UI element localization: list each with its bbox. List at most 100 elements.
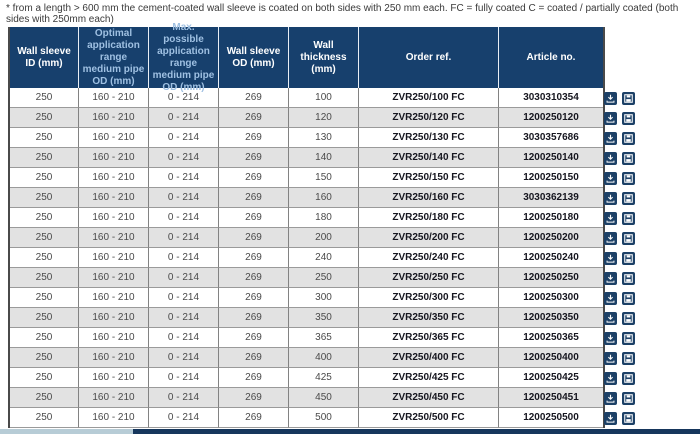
cell-order-ref: ZVR250/180 FC [359, 208, 499, 228]
cell-wall-thickness: 425 [289, 368, 359, 388]
download-button[interactable] [604, 371, 617, 385]
row-actions [604, 368, 644, 388]
cell-wall-sleeve-od: 269 [219, 388, 289, 408]
save-button[interactable] [622, 331, 635, 345]
download-icon [606, 94, 615, 103]
save-button[interactable] [622, 211, 635, 225]
download-icon [606, 374, 615, 383]
download-button[interactable] [604, 91, 617, 105]
cell-wall-thickness: 160 [289, 188, 359, 208]
table-row: 250 160 - 210 0 - 214 269 140 ZVR250/140 FC 12… [10, 148, 603, 168]
cell-wall-sleeve-id: 250 [10, 108, 79, 128]
download-button[interactable] [604, 411, 617, 425]
footnote: * from a length > 600 mm the cement-coat… [6, 3, 679, 25]
download-icon [606, 334, 615, 343]
save-button[interactable] [622, 411, 635, 425]
cell-order-ref: ZVR250/300 FC [359, 288, 499, 308]
row-actions [604, 288, 644, 308]
download-button[interactable] [604, 391, 617, 405]
save-button[interactable] [622, 191, 635, 205]
table-row: 250 160 - 210 0 - 214 269 365 ZVR250/365 FC 12… [10, 328, 603, 348]
download-button[interactable] [604, 211, 617, 225]
cell-wall-sleeve-od: 269 [219, 148, 289, 168]
scrollbar-thumb[interactable] [0, 429, 133, 434]
cell-max-possible-application-range: 0 - 214 [149, 108, 219, 128]
cell-max-possible-application-range: 0 - 214 [149, 368, 219, 388]
cell-optimal-application-range: 160 - 210 [79, 88, 149, 108]
cell-wall-thickness: 500 [289, 408, 359, 428]
cell-order-ref: ZVR250/365 FC [359, 328, 499, 348]
save-button[interactable] [622, 391, 635, 405]
cell-max-possible-application-range: 0 - 214 [149, 228, 219, 248]
save-icon [624, 333, 633, 343]
save-button[interactable] [622, 291, 635, 305]
horizontal-scrollbar[interactable] [0, 429, 700, 434]
download-button[interactable] [604, 191, 617, 205]
save-button[interactable] [622, 151, 635, 165]
save-icon [624, 133, 633, 143]
row-actions [604, 328, 644, 348]
row-actions [604, 208, 644, 228]
cell-order-ref: ZVR250/350 FC [359, 308, 499, 328]
cell-order-ref: ZVR250/140 FC [359, 148, 499, 168]
cell-wall-thickness: 180 [289, 208, 359, 228]
download-button[interactable] [604, 271, 617, 285]
cell-article-no: 3030357686 [499, 128, 603, 148]
table-row: 250 160 - 210 0 - 214 269 300 ZVR250/300 FC 12… [10, 288, 603, 308]
cell-wall-sleeve-od: 269 [219, 268, 289, 288]
cell-wall-sleeve-od: 269 [219, 248, 289, 268]
save-button[interactable] [622, 111, 635, 125]
cell-optimal-application-range: 160 - 210 [79, 288, 149, 308]
download-button[interactable] [604, 131, 617, 145]
row-actions [604, 88, 644, 108]
download-icon [606, 234, 615, 243]
cell-wall-sleeve-od: 269 [219, 368, 289, 388]
cell-article-no: 1200250250 [499, 268, 603, 288]
download-button[interactable] [604, 111, 617, 125]
row-actions [604, 148, 644, 168]
download-button[interactable] [604, 171, 617, 185]
save-button[interactable] [622, 171, 635, 185]
column-header-max-possible-application-range: Max. possible application range medium p… [149, 22, 219, 93]
download-button[interactable] [604, 231, 617, 245]
table-row: 250 160 - 210 0 - 214 269 100 ZVR250/100 FC 30… [10, 88, 603, 108]
table-row: 250 160 - 210 0 - 214 269 450 ZVR250/450 FC 12… [10, 388, 603, 408]
download-button[interactable] [604, 251, 617, 265]
row-actions [604, 348, 644, 368]
save-button[interactable] [622, 371, 635, 385]
cell-article-no: 1200250200 [499, 228, 603, 248]
cell-optimal-application-range: 160 - 210 [79, 248, 149, 268]
download-button[interactable] [604, 331, 617, 345]
cell-article-no: 1200250425 [499, 368, 603, 388]
save-button[interactable] [622, 231, 635, 245]
cell-optimal-application-range: 160 - 210 [79, 108, 149, 128]
cell-wall-sleeve-id: 250 [10, 188, 79, 208]
cell-max-possible-application-range: 0 - 214 [149, 308, 219, 328]
download-icon [606, 414, 615, 423]
cell-wall-sleeve-id: 250 [10, 88, 79, 108]
download-button[interactable] [604, 151, 617, 165]
save-icon [624, 173, 633, 183]
cell-order-ref: ZVR250/425 FC [359, 368, 499, 388]
download-button[interactable] [604, 351, 617, 365]
table-row: 250 160 - 210 0 - 214 269 160 ZVR250/160 FC 30… [10, 188, 603, 208]
download-icon [606, 354, 615, 363]
cell-optimal-application-range: 160 - 210 [79, 268, 149, 288]
cell-wall-sleeve-od: 269 [219, 128, 289, 148]
save-button[interactable] [622, 311, 635, 325]
save-icon [624, 393, 633, 403]
save-button[interactable] [622, 251, 635, 265]
save-icon [624, 93, 633, 103]
cell-wall-sleeve-id: 250 [10, 348, 79, 368]
cell-article-no: 1200250120 [499, 108, 603, 128]
column-header-optimal-application-range: Optimal application range medium pipe OD… [79, 27, 149, 88]
download-button[interactable] [604, 311, 617, 325]
save-button[interactable] [622, 271, 635, 285]
save-button[interactable] [622, 91, 635, 105]
cell-order-ref: ZVR250/250 FC [359, 268, 499, 288]
save-button[interactable] [622, 131, 635, 145]
download-button[interactable] [604, 291, 617, 305]
save-button[interactable] [622, 351, 635, 365]
cell-wall-sleeve-id: 250 [10, 368, 79, 388]
cell-optimal-application-range: 160 - 210 [79, 408, 149, 428]
